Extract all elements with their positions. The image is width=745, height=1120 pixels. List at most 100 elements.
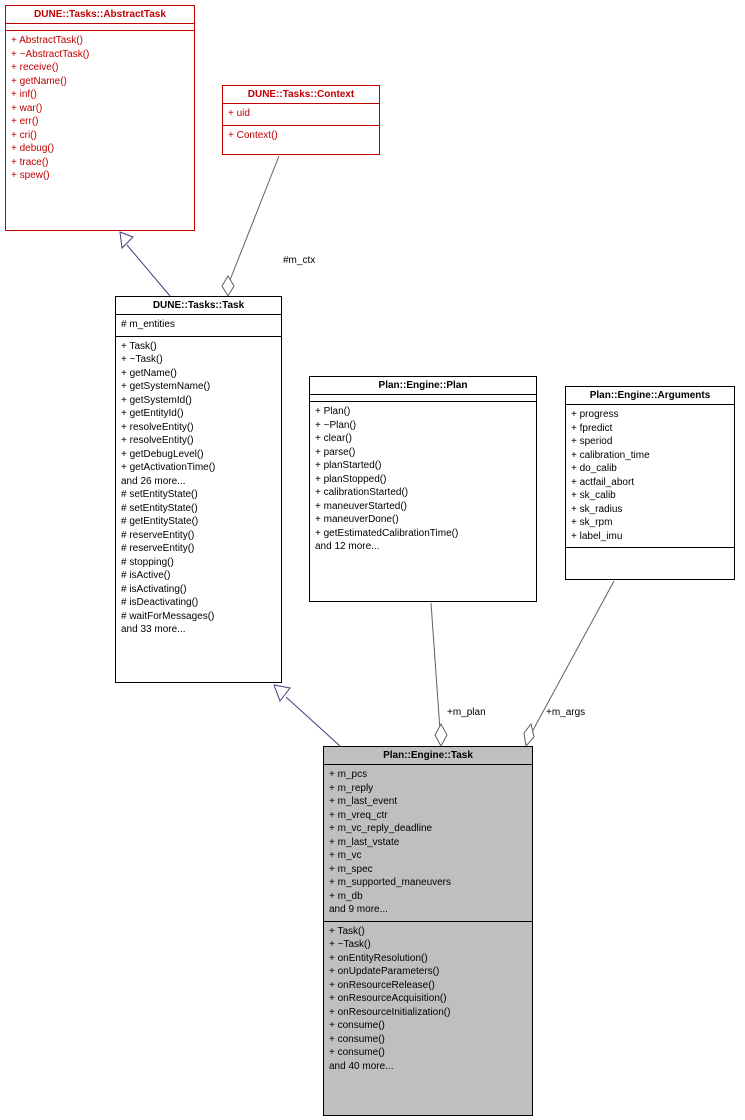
class-abstract-task[interactable]: DUNE::Tasks::AbstractTask + AbstractTask… <box>5 5 195 231</box>
member-line: and 40 more... <box>329 1060 527 1074</box>
member-line: + m_pcs <box>329 768 527 782</box>
edge-label-ctx: #m_ctx <box>283 255 315 266</box>
edge-label-args: +m_args <box>546 707 585 718</box>
edge-label-plan: +m_plan <box>447 707 486 718</box>
class-section: + Task()+ ~Task()+ onEntityResolution()+… <box>324 922 532 1078</box>
member-line: + getSystemId() <box>121 394 276 408</box>
member-line: + spew() <box>11 169 189 183</box>
member-line: # reserveEntity() <box>121 542 276 556</box>
member-line: # m_entities <box>121 318 276 332</box>
class-arguments[interactable]: Plan::Engine::Arguments + progress+ fpre… <box>565 386 735 580</box>
member-line: + actfail_abort <box>571 476 729 490</box>
member-line: + onResourceAcquisition() <box>329 992 527 1006</box>
member-line: + getEntityId() <box>121 407 276 421</box>
member-line: + onUpdateParameters() <box>329 965 527 979</box>
member-line: + fpredict <box>571 422 729 436</box>
member-line: + getName() <box>11 75 189 89</box>
class-title: Plan::Engine::Arguments <box>566 387 734 405</box>
member-line: + maneuverStarted() <box>315 500 531 514</box>
member-line: + consume() <box>329 1033 527 1047</box>
class-title: DUNE::Tasks::Task <box>116 297 281 315</box>
class-title: DUNE::Tasks::AbstractTask <box>6 6 194 24</box>
member-line: # getEntityState() <box>121 515 276 529</box>
class-title: Plan::Engine::Task <box>324 747 532 765</box>
class-title: DUNE::Tasks::Context <box>223 86 379 104</box>
member-line: and 26 more... <box>121 475 276 489</box>
member-line: + getActivationTime() <box>121 461 276 475</box>
member-line: + m_vc_reply_deadline <box>329 822 527 836</box>
member-line: and 9 more... <box>329 903 527 917</box>
class-context[interactable]: DUNE::Tasks::Context + uid+ Context() <box>222 85 380 155</box>
class-section: + progress+ fpredict+ speriod+ calibrati… <box>566 405 734 548</box>
member-line: + m_last_event <box>329 795 527 809</box>
member-line: + m_reply <box>329 782 527 796</box>
member-line: + Task() <box>329 925 527 939</box>
class-section: + Context() <box>223 126 379 147</box>
member-line: + sk_calib <box>571 489 729 503</box>
member-line: + ~AbstractTask() <box>11 48 189 62</box>
member-line: # setEntityState() <box>121 488 276 502</box>
member-line: + inf() <box>11 88 189 102</box>
class-engine-task[interactable]: Plan::Engine::Task + m_pcs+ m_reply+ m_l… <box>323 746 533 1116</box>
class-section <box>6 24 194 31</box>
member-line: + do_calib <box>571 462 729 476</box>
member-line: # stopping() <box>121 556 276 570</box>
member-line: + onEntityResolution() <box>329 952 527 966</box>
member-line: # waitForMessages() <box>121 610 276 624</box>
member-line: # isActivating() <box>121 583 276 597</box>
member-line: + resolveEntity() <box>121 421 276 435</box>
member-line: # isDeactivating() <box>121 596 276 610</box>
member-line: + m_spec <box>329 863 527 877</box>
class-section: + uid <box>223 104 379 126</box>
member-line: + calibration_time <box>571 449 729 463</box>
member-line: + receive() <box>11 61 189 75</box>
class-section: + AbstractTask()+ ~AbstractTask()+ recei… <box>6 31 194 187</box>
class-section: + m_pcs+ m_reply+ m_last_event+ m_vreq_c… <box>324 765 532 922</box>
member-line: + Context() <box>228 129 374 143</box>
member-line: + debug() <box>11 142 189 156</box>
member-line: + m_vreq_ctr <box>329 809 527 823</box>
member-line: + maneuverDone() <box>315 513 531 527</box>
member-line: + m_vc <box>329 849 527 863</box>
member-line: + ~Plan() <box>315 419 531 433</box>
member-line: + AbstractTask() <box>11 34 189 48</box>
member-line: + m_db <box>329 890 527 904</box>
class-task[interactable]: DUNE::Tasks::Task # m_entities+ Task()+ … <box>115 296 282 683</box>
member-line: + war() <box>11 102 189 116</box>
member-line: and 12 more... <box>315 540 531 554</box>
class-section: + Plan()+ ~Plan()+ clear()+ parse()+ pla… <box>310 402 536 558</box>
class-title: Plan::Engine::Plan <box>310 377 536 395</box>
member-line: + consume() <box>329 1019 527 1033</box>
member-line: + onResourceRelease() <box>329 979 527 993</box>
member-line: + calibrationStarted() <box>315 486 531 500</box>
member-line: + sk_radius <box>571 503 729 517</box>
member-line: + getDebugLevel() <box>121 448 276 462</box>
class-section <box>310 395 536 402</box>
member-line: + parse() <box>315 446 531 460</box>
member-line: and 33 more... <box>121 623 276 637</box>
member-line: + m_last_vstate <box>329 836 527 850</box>
member-line: + speriod <box>571 435 729 449</box>
member-line: # setEntityState() <box>121 502 276 516</box>
class-section: # m_entities <box>116 315 281 337</box>
member-line: # isActive() <box>121 569 276 583</box>
member-line: + ~Task() <box>329 938 527 952</box>
member-line: + err() <box>11 115 189 129</box>
member-line: + getEstimatedCalibrationTime() <box>315 527 531 541</box>
class-plan[interactable]: Plan::Engine::Plan + Plan()+ ~Plan()+ cl… <box>309 376 537 602</box>
member-line: + Task() <box>121 340 276 354</box>
class-section: + Task()+ ~Task()+ getName()+ getSystemN… <box>116 337 281 641</box>
member-line: + clear() <box>315 432 531 446</box>
member-line: + getName() <box>121 367 276 381</box>
member-line: + label_imu <box>571 530 729 544</box>
member-line: + progress <box>571 408 729 422</box>
member-line: + cri() <box>11 129 189 143</box>
member-line: + sk_rpm <box>571 516 729 530</box>
member-line: + planStarted() <box>315 459 531 473</box>
member-line: # reserveEntity() <box>121 529 276 543</box>
member-line: + getSystemName() <box>121 380 276 394</box>
member-line: + Plan() <box>315 405 531 419</box>
member-line: + m_supported_maneuvers <box>329 876 527 890</box>
class-section <box>566 548 734 554</box>
member-line: + onResourceInitialization() <box>329 1006 527 1020</box>
